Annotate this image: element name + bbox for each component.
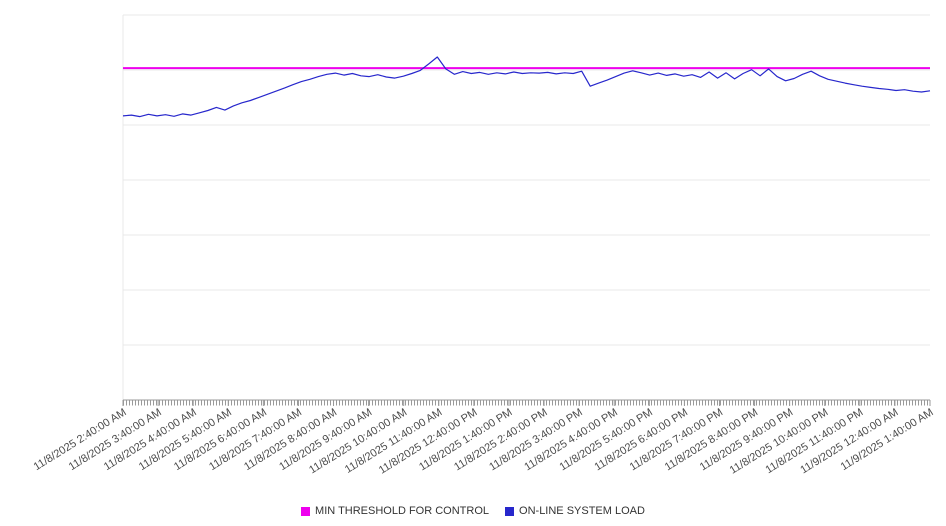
chart-legend: MIN THRESHOLD FOR CONTROL ON-LINE SYSTEM… bbox=[0, 505, 946, 517]
legend-label-system-load: ON-LINE SYSTEM LOAD bbox=[519, 505, 645, 517]
legend-item-min-threshold[interactable]: MIN THRESHOLD FOR CONTROL bbox=[301, 505, 489, 517]
system-load-line bbox=[122, 56, 931, 118]
legend-label-min-threshold: MIN THRESHOLD FOR CONTROL bbox=[315, 505, 490, 517]
legend-item-system-load[interactable]: ON-LINE SYSTEM LOAD bbox=[505, 505, 645, 517]
legend-swatch-min-threshold bbox=[301, 506, 311, 516]
legend-swatch-system-load bbox=[505, 506, 515, 516]
